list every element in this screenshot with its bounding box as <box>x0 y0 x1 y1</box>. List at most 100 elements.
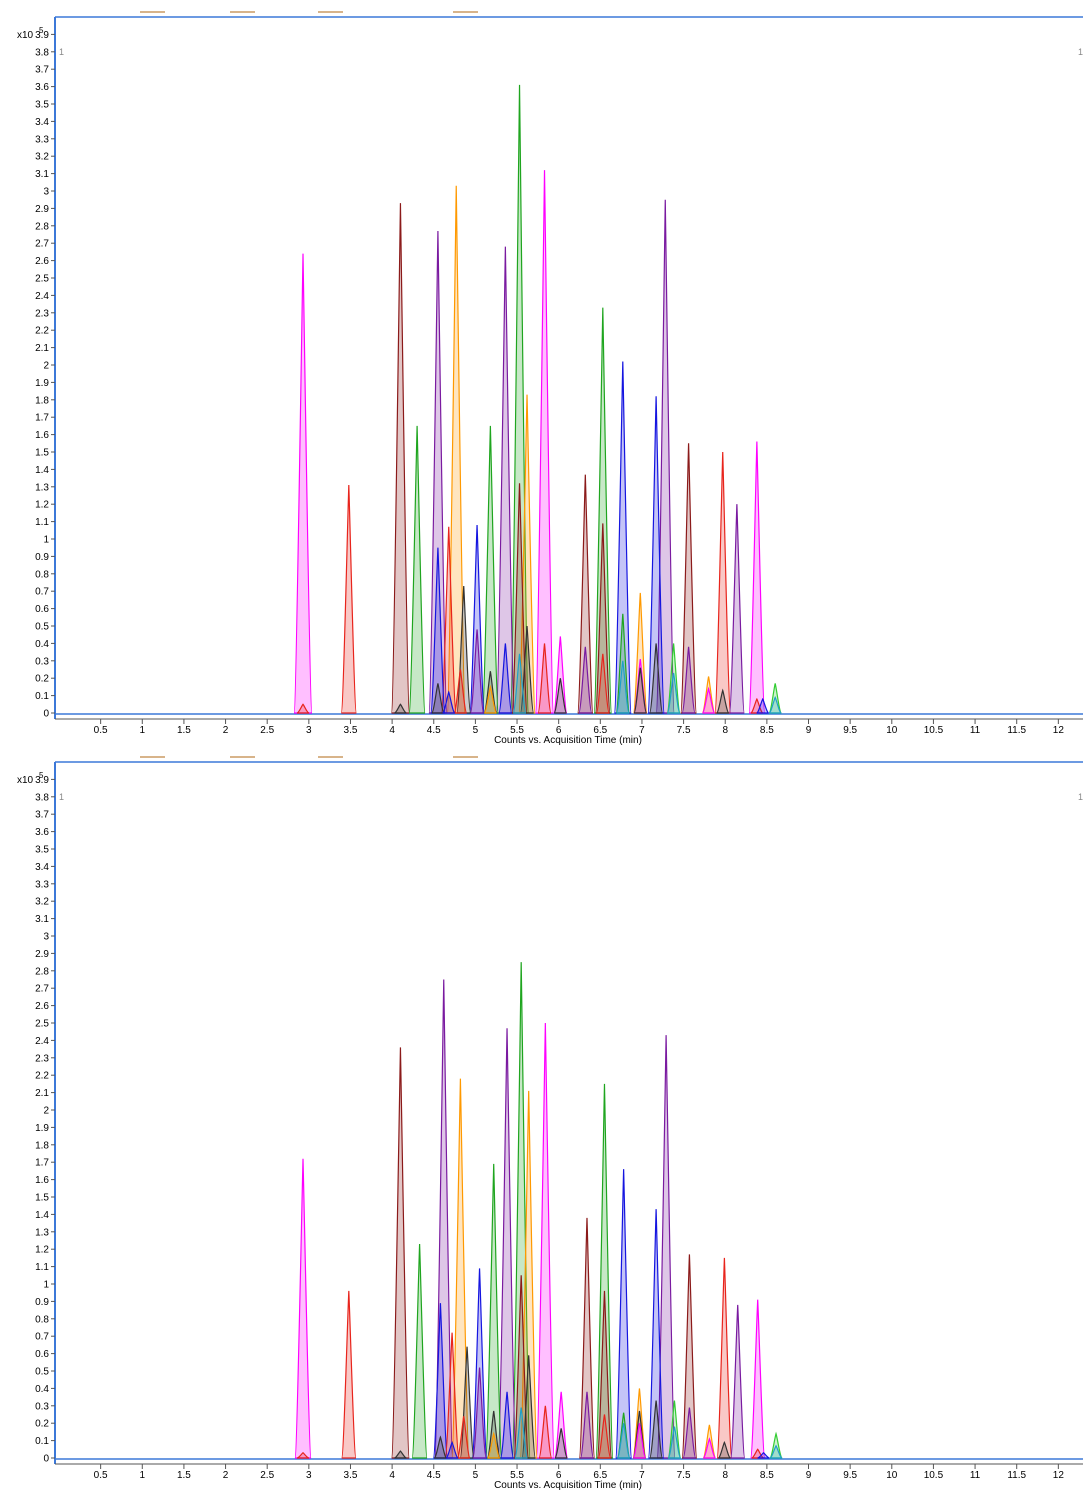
x-tick-label: 1 <box>139 1470 145 1481</box>
chromatogram-peak-darkgray <box>553 678 568 714</box>
y-tick-label: 1.8 <box>35 1140 49 1151</box>
y-tick-label: 2.1 <box>35 1088 49 1099</box>
chromatogram-peak-purple <box>428 231 448 714</box>
x-tick-label: 1.5 <box>177 725 191 736</box>
chromatogram-peak-red <box>714 451 732 714</box>
y-tick-label: 3 <box>43 932 49 943</box>
chromatogram-peak-blue <box>469 525 485 714</box>
x-tick-label: 2 <box>223 725 229 736</box>
chromatogram-peak-brown <box>391 1047 410 1459</box>
x-tick-label: 10.5 <box>924 725 944 736</box>
chromatogram-peak-darkgray <box>649 1400 664 1459</box>
x-tick-label: 8.5 <box>760 1470 774 1481</box>
y-tick-label: 3.3 <box>35 134 49 145</box>
x-tick-label: 7.5 <box>677 725 691 736</box>
y-tick-label: 0.6 <box>35 604 49 615</box>
chromatogram-peak-green <box>595 1083 614 1459</box>
y-tick-label: 0.5 <box>35 1367 49 1378</box>
y-tick-label: 3.2 <box>35 897 49 908</box>
x-tick-label: 7.5 <box>677 1470 691 1481</box>
chromatogram-peak-darkgray <box>715 688 730 714</box>
x-tick-label: 1 <box>139 725 145 736</box>
x-tick-label: 6 <box>556 1470 562 1481</box>
x-tick-label: 5 <box>473 725 479 736</box>
y-tick-label: 0.1 <box>35 1436 49 1447</box>
y-tick-label: 1.2 <box>35 500 49 511</box>
chromatogram-peak-blue <box>471 1268 488 1459</box>
y-tick-label: 2.9 <box>35 204 49 215</box>
chromatogram-peak-green <box>408 425 426 714</box>
x-tick-label: 7 <box>639 725 645 736</box>
y-tick-label: 2 <box>43 361 49 372</box>
chromatogram-peak-orange <box>632 592 648 714</box>
chromatogram-peak-brown <box>513 1275 530 1459</box>
y-tick-label: 0.7 <box>35 587 49 598</box>
chromatogram-peak-red <box>595 653 610 714</box>
chromatogram-peak-brown <box>390 203 411 714</box>
y-tick-label: 3.9 <box>35 775 49 786</box>
y-tick-label: 1.4 <box>35 1210 49 1221</box>
chromatogram-peak-darkgray <box>456 585 472 714</box>
chromatogram-peak-magenta <box>554 1391 569 1459</box>
chromatogram-peak-orange <box>483 684 498 714</box>
x-tick-label: 6 <box>556 725 562 736</box>
chromatogram-peak-green <box>485 1163 503 1459</box>
x-tick-label: 8 <box>722 725 728 736</box>
y-tick-label: 0.1 <box>35 691 49 702</box>
x-tick-label: 4 <box>389 1470 395 1481</box>
chromatogram-peak-darkgray <box>431 683 445 714</box>
x-tick-label: 11.5 <box>1007 725 1026 736</box>
y-scale-label: x10 <box>17 775 34 786</box>
chromatogram-peak-red <box>537 643 552 714</box>
x-tick-label: 11.5 <box>1007 1470 1026 1481</box>
trace-index-right: 1 <box>1078 792 1083 802</box>
y-tick-label: 0.6 <box>35 1349 49 1360</box>
chromatogram-peak-orange <box>486 1431 501 1459</box>
y-tick-label: 2.6 <box>35 1001 49 1012</box>
y-tick-label: 0.5 <box>35 622 49 633</box>
x-tick-label: 9.5 <box>843 1470 857 1481</box>
y-tick-label: 2.3 <box>35 308 49 319</box>
y-tick-label: 3.7 <box>35 65 49 76</box>
chromatogram-peak-green <box>593 307 613 714</box>
x-tick-label: 8.5 <box>760 725 774 736</box>
x-tick-label: 7 <box>639 1470 645 1481</box>
chromatogram-peak-brown <box>511 483 528 714</box>
chromatogram-peak-brown <box>577 474 594 714</box>
y-tick-label: 0.3 <box>35 1401 49 1412</box>
x-tick-label: 4.5 <box>427 1470 441 1481</box>
chromatogram-chart-top: x10 51 100.10.20.30.40.50.60.70.80.911.11.… <box>17 11 1083 745</box>
y-tick-label: 0.9 <box>35 552 49 563</box>
chromatogram-peak-purple <box>469 629 485 714</box>
chromatogram-peak-brown <box>680 443 698 714</box>
chromatogram-peak-red <box>750 697 764 714</box>
y-tick-label: 1.3 <box>35 482 49 493</box>
x-tick-label: 2 <box>223 1470 229 1481</box>
y-tick-label: 3.7 <box>35 810 49 821</box>
x-tick-label: 4.5 <box>427 725 441 736</box>
x-tick-label: 0.5 <box>94 1470 108 1481</box>
x-tick-label: 11 <box>970 1470 981 1481</box>
peak-series-group <box>294 962 783 1459</box>
x-tick-label: 6.5 <box>593 1470 607 1481</box>
y-tick-label: 2.1 <box>35 343 49 354</box>
y-tick-label: 2.4 <box>35 1036 49 1047</box>
x-tick-label: 3 <box>306 1470 312 1481</box>
y-tick-label: 0.2 <box>35 674 49 685</box>
chromatogram-peak-purple <box>578 646 593 714</box>
y-tick-label: 1.1 <box>35 1262 49 1273</box>
x-tick-label: 2.5 <box>260 725 274 736</box>
chromatogram-peak-blue <box>757 1452 770 1459</box>
y-tick-label: 2 <box>43 1106 49 1117</box>
trace-index-left: 1 <box>59 792 64 802</box>
y-tick-label: 3.9 <box>35 30 49 41</box>
y-tick-label: 0.3 <box>35 656 49 667</box>
y-tick-label: 2.3 <box>35 1053 49 1064</box>
y-tick-label: 1 <box>43 535 49 546</box>
y-scale-exponent: 5 <box>39 26 44 35</box>
x-tick-label: 1.5 <box>177 1470 191 1481</box>
chromatogram-peak-green <box>411 1243 428 1459</box>
y-tick-label: 1.6 <box>35 1175 49 1186</box>
x-tick-label: 12 <box>1053 1470 1065 1481</box>
chromatogram-peak-purple <box>728 504 745 714</box>
